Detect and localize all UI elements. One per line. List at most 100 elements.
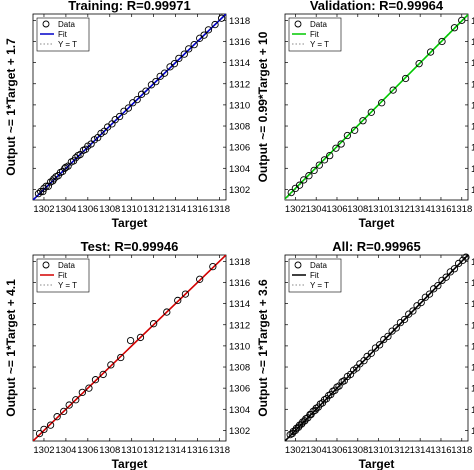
data-point [85,384,93,392]
x-tick-label: 1318 [209,204,230,215]
data-point [126,336,135,345]
x-tick-label: 1304 [55,204,76,215]
x-tick-label: 1316 [187,204,208,215]
legend-data-marker [294,261,302,269]
data-point [343,131,352,140]
data-point [175,54,183,63]
fit-line [285,14,468,200]
x-tick-label: 1308 [347,204,368,215]
y-tick-label: 1308 [229,363,250,374]
x-tick-label: 1302 [33,445,54,456]
chart-title: Test: R=0.99946 [81,239,179,254]
data-point [209,262,217,271]
data-point [442,273,450,281]
data-point [40,425,48,434]
y-tick-label: 1308 [471,122,474,133]
data-point [359,117,367,125]
data-point [315,161,323,169]
chart-title: Training: R=0.99971 [68,0,190,13]
x-tick-label: 1306 [77,445,98,456]
y-tick-label: 1308 [471,363,474,374]
data-point [160,69,169,77]
legend-entry: Y = T [58,40,77,49]
y-tick-label: 1302 [471,185,474,196]
data-point [305,172,313,180]
legend-entry: Y = T [58,281,77,290]
data-point [310,166,318,175]
data-point [375,341,384,349]
panel-2: 1302130413061308131013121314131613181302… [256,0,474,230]
legend-entry: Fit [310,271,320,280]
x-tick-label: 1310 [368,204,389,215]
y-tick-label: 1312 [229,320,250,331]
y-axis-label: Output ~= 1*Target + 4.1 [4,279,18,417]
data-point [367,108,375,116]
data-point [295,181,304,189]
data-point [450,24,459,32]
x-tick-label: 1310 [368,445,389,456]
panel-3: 1302 1304 1306 1308 1310 1312 1314 1316 13181302… [4,239,250,470]
y-tick-label: 1314 [471,299,474,310]
y-tick-label: 1318 [229,16,250,27]
data-point [462,253,470,261]
data-point [417,298,425,307]
x-tick-label: 1310 [121,445,142,456]
data-point [450,265,459,273]
x-tick-label: 1312 [389,204,410,215]
chart-title: All: R=0.99965 [332,239,421,254]
data-point [415,60,423,68]
legend-data-marker [42,20,50,28]
data-point [204,26,213,34]
data-point [384,332,392,341]
x-tick-label: 1302 [285,445,306,456]
x-tick-label: 1316 [187,445,208,456]
data-point [136,333,145,342]
x-tick-label: 1308 [347,445,368,456]
data-point [320,156,329,164]
y-tick-label: 1302 [229,426,250,437]
y-tick-label: 1314 [229,299,250,310]
data-point [337,140,345,148]
data-point [392,324,400,332]
data-point [40,184,48,193]
legend-entry: Data [58,20,75,29]
y-tick-label: 1310 [229,100,250,111]
y-tick-label: 1306 [229,143,250,154]
y-tick-label: 1304 [229,164,250,175]
x-tick-label: 1312 [143,445,164,456]
legend-entry: Fit [310,30,320,39]
data-point [65,401,73,409]
data-point [367,349,375,357]
y-tick-label: 1304 [229,405,250,416]
legend-entry: Y = T [310,281,329,290]
legend-data-marker [294,20,302,28]
data-point [107,361,115,369]
y-tick-label: 1312 [471,79,474,90]
legend-entry: Fit [58,30,68,39]
y-tick-label: 1312 [229,79,250,90]
data-point [351,126,359,134]
data-point [401,74,410,83]
data-point [211,20,219,29]
x-tick-label: 1314 [410,204,431,215]
y-tick-label: 1318 [471,257,474,268]
panel-1: 1302 1304 1306 1308 1310 1312 1314 1316 13181302… [4,0,250,230]
x-tick-label: 1304 [306,445,327,456]
y-tick-label: 1306 [229,384,250,395]
x-tick-label: 1312 [143,204,164,215]
x-tick-label: 1304 [306,204,327,215]
data-point [185,45,193,53]
data-point [181,290,190,298]
x-tick-label: 1316 [430,445,451,456]
y-tick-label: 1304 [471,164,474,175]
x-axis-label: Target [359,457,395,470]
y-axis-label: Output ~= 1*Target + 1.7 [4,38,18,176]
y-tick-label: 1316 [471,37,474,48]
legend-entry: Y = T [310,40,329,49]
data-point [174,296,182,305]
y-tick-label: 1310 [471,341,474,352]
panel-4: 1302130413061308131013121314131613181302… [256,239,474,470]
y-tick-label: 1314 [471,58,474,69]
y-axis-label: Output ~= 0.99*Target + 10 [256,31,270,182]
